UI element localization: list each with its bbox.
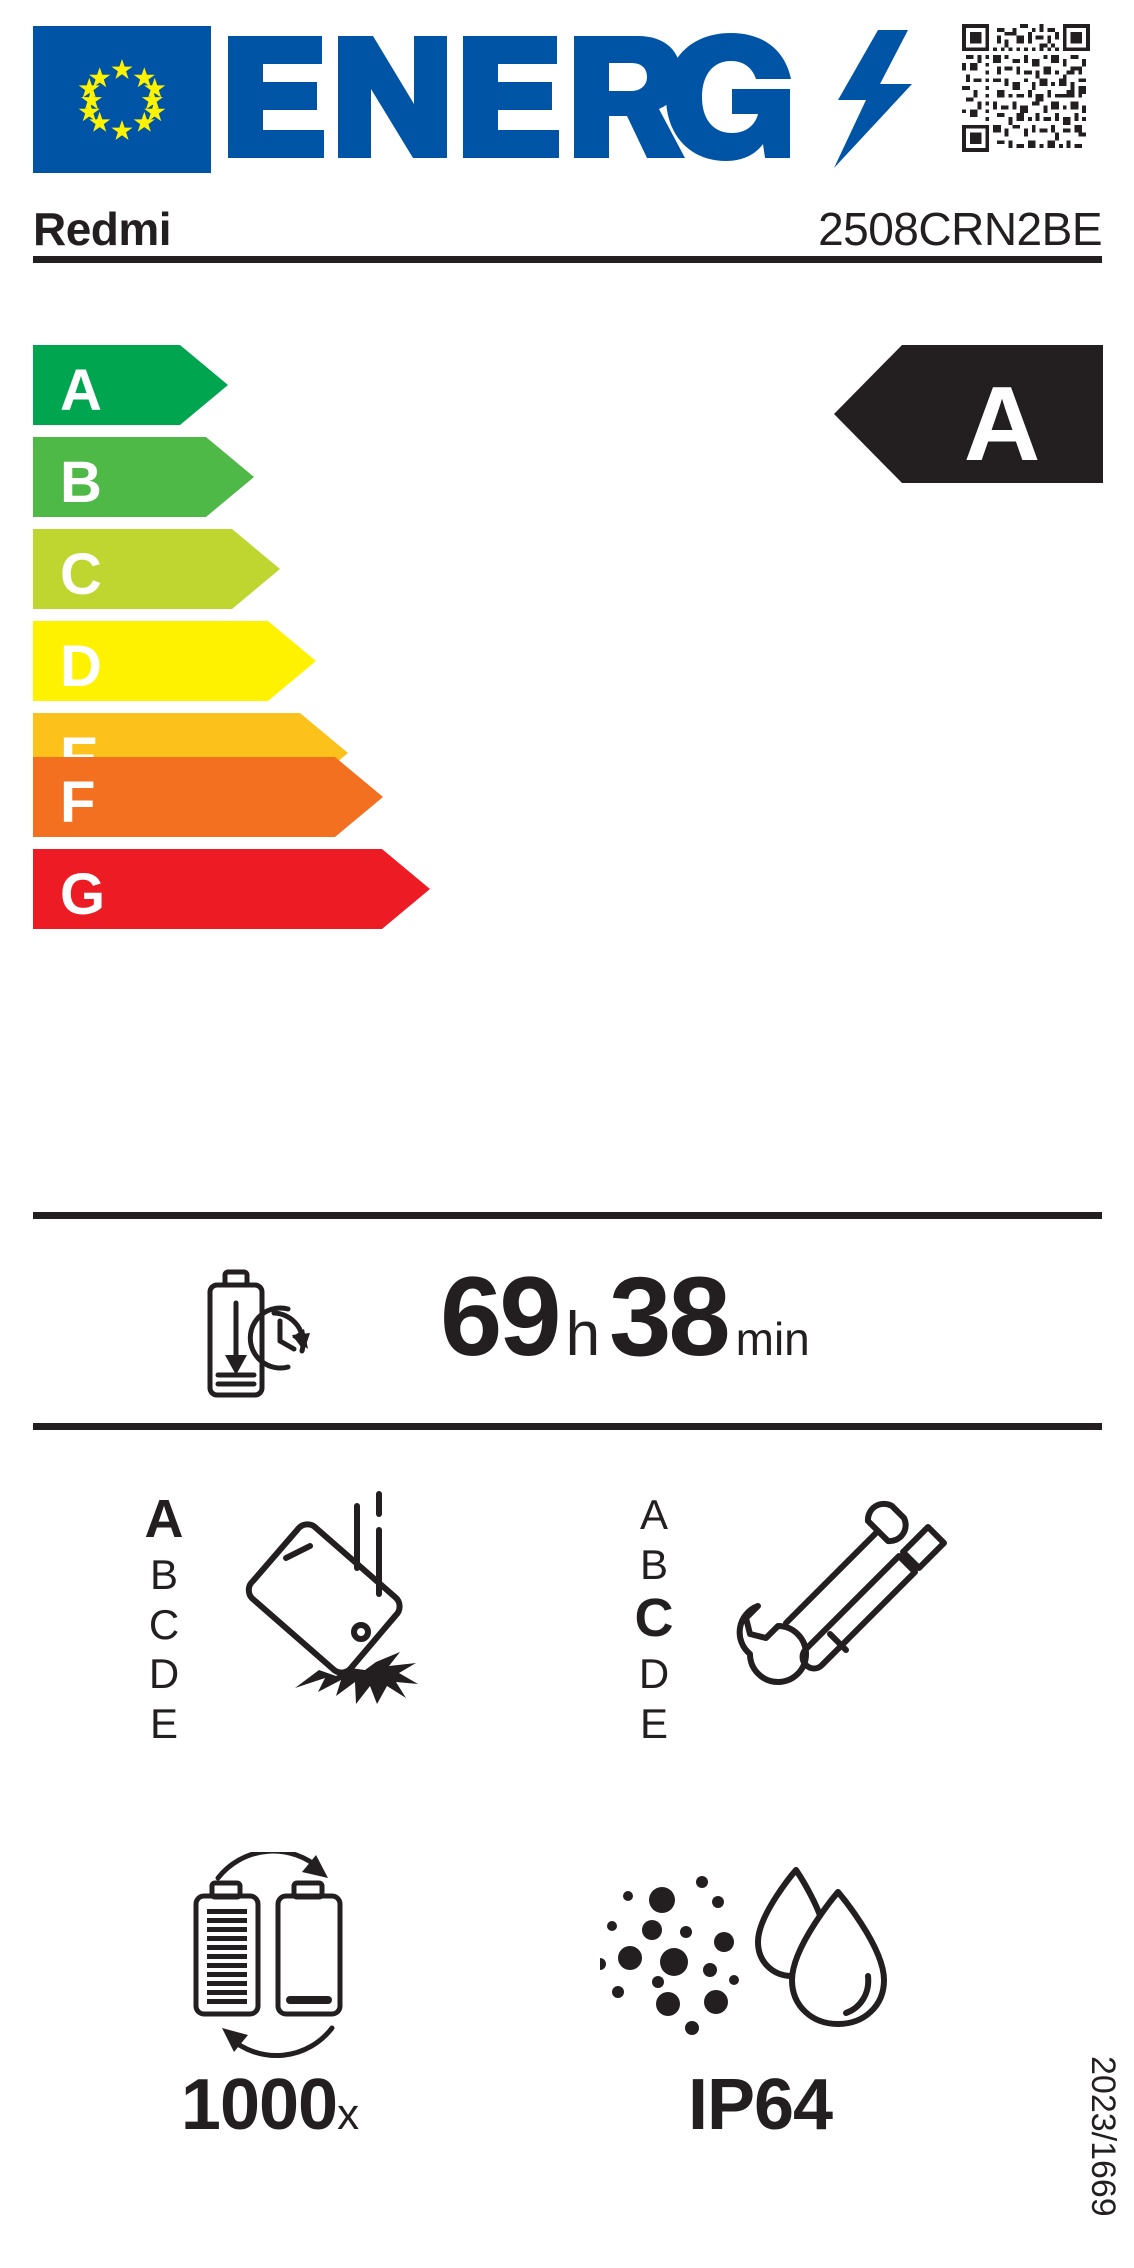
battery-cycles-feature: 1000x <box>110 1852 590 2192</box>
repairability-scale: A B C D E <box>622 1490 686 1748</box>
svg-text:C: C <box>60 542 102 607</box>
ingress-protection-feature: IP64 <box>600 1852 1080 2192</box>
energy-class-scale-lower: F G <box>0 752 1134 1052</box>
drop-scale-b: B <box>149 1551 178 1598</box>
repair-scale-a: A <box>639 1491 668 1538</box>
drop-scale-e: E <box>149 1699 178 1747</box>
divider-middle <box>33 1212 1102 1219</box>
regulation-reference: 2023/1669 <box>1084 2056 1128 2256</box>
falling-phone-icon <box>210 1482 470 1722</box>
energy-wordmark <box>218 22 918 172</box>
drop-resistance-scale: A B C D E <box>132 1490 196 1748</box>
energy-class-scale: A B C D E <box>0 340 1134 820</box>
duration-minutes: 38 <box>609 1254 731 1379</box>
repair-scale-c: C <box>634 1588 674 1649</box>
feature-grid: A B C D E <box>0 1452 1134 2242</box>
model-identifier: 2508CRN2BE <box>818 203 1102 255</box>
drop-scale-a: A <box>144 1489 184 1549</box>
svg-text:A: A <box>60 358 102 423</box>
scale-arrow-b: B <box>33 437 254 517</box>
battery-duration-row: 69 h 38 min <box>0 1255 1134 1415</box>
battery-cycles-value: 1000x <box>110 2064 430 2146</box>
drop-scale-d: D <box>148 1650 180 1698</box>
repair-scale-d: D <box>638 1650 670 1698</box>
svg-text:D: D <box>60 634 102 699</box>
duration-hours: 69 <box>440 1254 562 1379</box>
divider-bottom <box>33 1423 1102 1430</box>
divider-top <box>33 256 1102 263</box>
svg-text:F: F <box>60 770 95 835</box>
awarded-class-badge: A <box>820 336 1120 496</box>
scale-arrow-g: G <box>33 849 430 929</box>
duration-hours-unit: h <box>565 1300 600 1369</box>
eu-flag-icon <box>33 26 211 173</box>
svg-text:G: G <box>60 862 105 927</box>
duration-minutes-unit: min <box>735 1313 810 1365</box>
dust-water-icon <box>600 1858 900 2058</box>
repair-scale-b: B <box>639 1540 668 1588</box>
brand-name: Redmi <box>33 203 172 255</box>
svg-text:B: B <box>60 450 102 515</box>
wrench-screwdriver-icon <box>700 1482 960 1722</box>
scale-arrow-a: A <box>33 345 228 425</box>
scale-arrow-f: F <box>33 757 383 837</box>
repairability-feature: A B C D E <box>600 1472 1080 1812</box>
drop-scale-c: C <box>148 1600 180 1648</box>
battery-duration-value: 69 h 38 min <box>440 1261 810 1401</box>
cycles-suffix: x <box>337 2090 360 2139</box>
brand-model-row: Redmi 2508CRN2BE <box>33 176 1102 254</box>
qr-code-icon <box>945 24 1107 152</box>
ip-rating-text: IP64 <box>687 2065 833 2145</box>
repair-scale-e: E <box>639 1699 668 1747</box>
regulation-text: 2023/1669 <box>1084 2056 1122 2217</box>
svg-text:A: A <box>964 365 1041 483</box>
cycles-count: 1000 <box>180 2065 338 2145</box>
ip-rating-value: IP64 <box>600 2064 920 2146</box>
battery-clock-icon <box>192 1263 322 1403</box>
label-header <box>0 0 1134 180</box>
scale-arrow-d: D <box>33 621 316 701</box>
drop-resistance-feature: A B C D E <box>110 1472 590 1812</box>
battery-cycle-icon <box>150 1852 400 2062</box>
scale-arrow-c: C <box>33 529 280 609</box>
